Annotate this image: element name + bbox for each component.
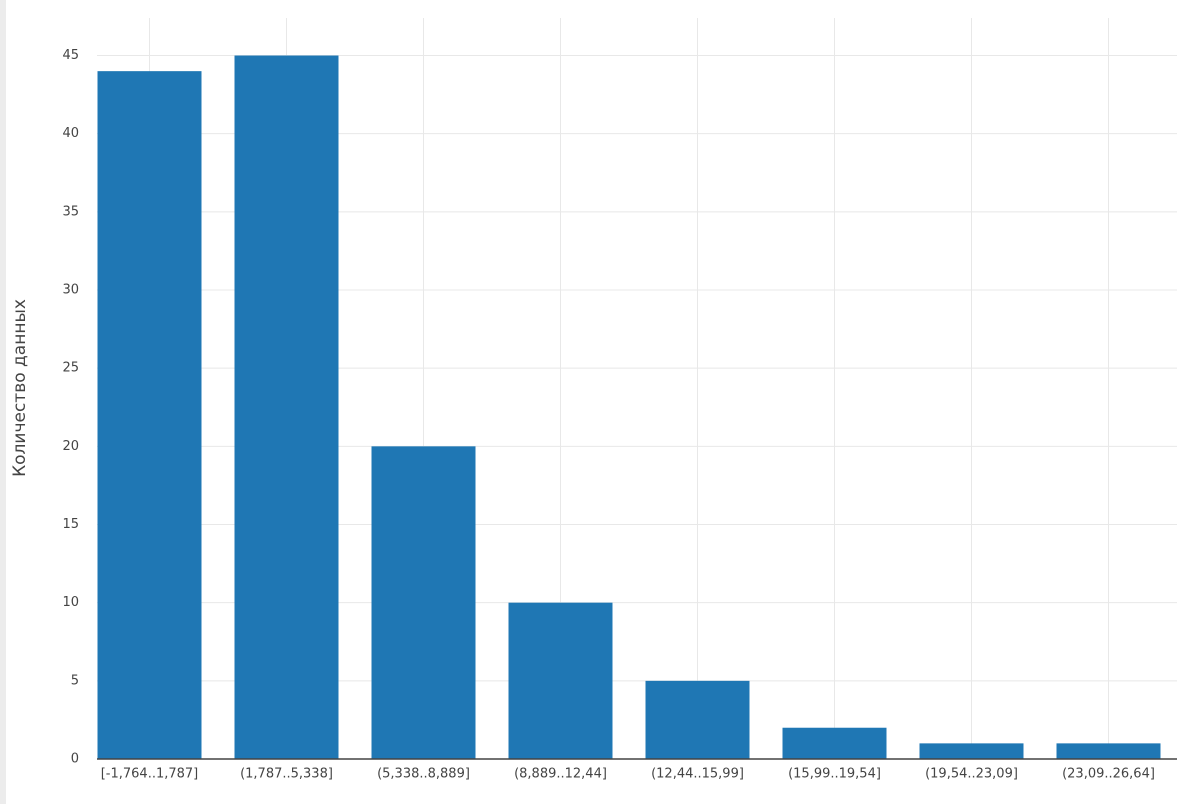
x-tick-label: [-1,764..1,787] [101, 767, 199, 782]
y-tick-label: 15 [62, 517, 79, 532]
bar [371, 446, 476, 759]
x-tick-label: (19,54..23,09] [925, 767, 1018, 782]
y-axis-label: Количество данных [10, 299, 30, 477]
bar [645, 680, 750, 759]
x-tick-label: (8,889..12,44] [514, 767, 607, 782]
y-tick-label: 0 [71, 752, 79, 767]
y-tick-label: 40 [62, 126, 79, 141]
bar [782, 727, 887, 759]
bar [1056, 743, 1161, 759]
bar [508, 602, 613, 759]
x-tick-label: (1,787..5,338] [240, 767, 333, 782]
x-tick-label: (23,09..26,64] [1062, 767, 1155, 782]
bar [234, 55, 339, 760]
y-tick-label: 10 [62, 595, 79, 610]
bar [919, 743, 1024, 759]
y-tick-label: 20 [62, 439, 79, 454]
x-tick-label: (5,338..8,889] [377, 767, 470, 782]
bar [97, 71, 202, 759]
x-tick-label: (12,44..15,99] [651, 767, 744, 782]
y-tick-label: 5 [71, 673, 79, 688]
y-tick-label: 25 [62, 361, 79, 376]
y-tick-label: 35 [62, 204, 79, 219]
y-tick-label: 45 [62, 48, 79, 63]
side-strip [0, 0, 6, 804]
x-tick-label: (15,99..19,54] [788, 767, 881, 782]
y-tick-label: 30 [62, 283, 79, 298]
